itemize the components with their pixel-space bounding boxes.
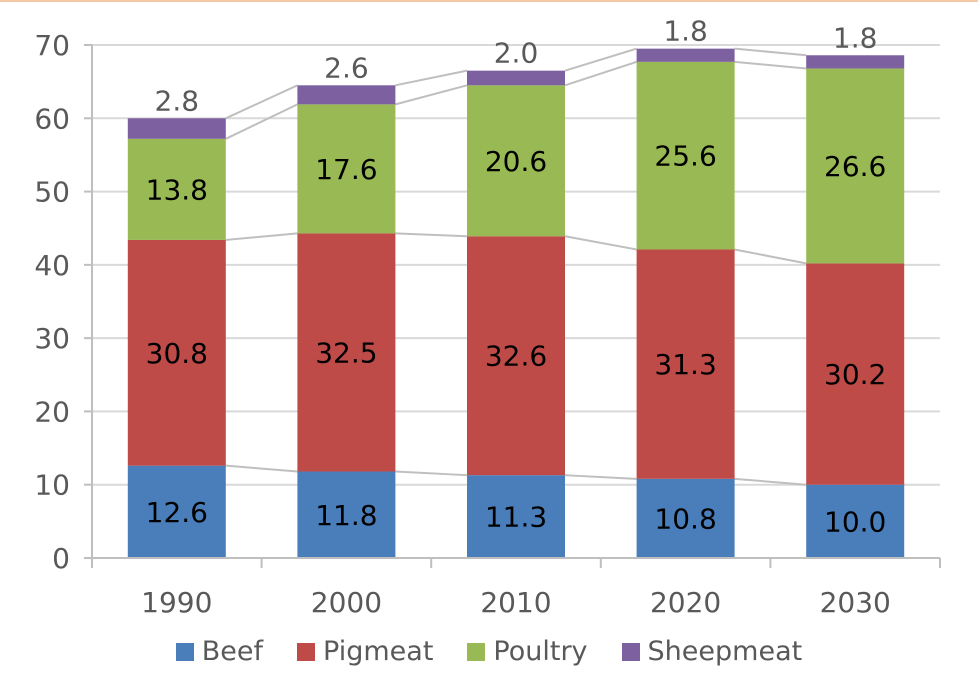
series-connector-line — [734, 47, 807, 57]
series-connector-line — [395, 69, 468, 87]
y-tick-label: 70 — [34, 29, 70, 62]
y-tick-label: 60 — [34, 102, 70, 135]
y-axis-ticks: 0 10 20 30 40 50 60 70 — [34, 29, 92, 575]
bar-segment-sheepmeat — [127, 118, 226, 139]
data-label-pigmeat: 31.3 — [654, 348, 716, 381]
legend-label: Poultry — [493, 636, 588, 667]
x-tick-label: 2030 — [820, 586, 891, 619]
bar-segment-beef — [467, 475, 565, 558]
legend-item-pigmeat: Pigmeat — [297, 636, 433, 667]
y-tick-label: 30 — [34, 322, 70, 355]
bar-segment-sheepmeat — [297, 85, 396, 105]
legend-item-beef: Beef — [175, 636, 264, 667]
series-connector-line — [734, 248, 807, 265]
data-label-poultry: 25.6 — [654, 140, 716, 173]
bar-segment-poultry — [467, 85, 565, 237]
data-label-beef: 12.6 — [146, 496, 208, 529]
legend-swatch — [175, 642, 194, 661]
y-tick-label: 0 — [52, 542, 70, 575]
y-tick-label: 20 — [34, 395, 70, 428]
top-rule — [0, 0, 978, 2]
data-label-sheepmeat: 2.8 — [155, 84, 200, 117]
legend-swatch — [621, 642, 640, 661]
legend-swatch — [467, 642, 486, 661]
bar-segment-sheepmeat — [636, 48, 735, 62]
x-axis: 1990 2000 2010 2020 2030 — [91, 45, 941, 619]
series-connector-line — [225, 84, 298, 120]
x-tick-label: 1990 — [141, 586, 212, 619]
series-connector-line — [395, 84, 468, 106]
series-connector-line — [225, 232, 298, 241]
data-label-beef: 10.8 — [654, 502, 716, 535]
data-label-pigmeat: 30.8 — [146, 337, 208, 370]
series-connector-line — [564, 474, 637, 480]
data-label-sheepmeat: 2.0 — [494, 37, 539, 70]
legend-item-sheepmeat: Sheepmeat — [621, 636, 803, 667]
data-label-beef: 11.3 — [485, 501, 547, 534]
series-connector-line — [564, 235, 637, 251]
data-label-beef: 10.0 — [824, 505, 886, 538]
legend-label: Pigmeat — [323, 636, 434, 667]
bar-segment-pigmeat — [636, 249, 735, 479]
x-tick-label: 2000 — [311, 586, 382, 619]
data-label-sheepmeat: 1.8 — [833, 21, 878, 54]
data-label-poultry: 13.8 — [146, 173, 208, 206]
series-connector-line — [225, 464, 298, 473]
data-label-sheepmeat: 2.6 — [324, 51, 369, 84]
series-connector-line — [564, 47, 637, 72]
legend-label: Sheepmeat — [647, 636, 803, 667]
bar-segment-beef — [636, 478, 735, 558]
data-label-beef: 11.8 — [315, 499, 377, 532]
series-connector-line — [734, 60, 807, 70]
bar-segment-beef — [127, 465, 226, 558]
bars — [127, 48, 905, 558]
bar-segment-pigmeat — [297, 233, 396, 472]
legend-swatch — [297, 642, 316, 661]
y-tick-label: 40 — [34, 249, 70, 282]
bar-segment-pigmeat — [127, 239, 226, 466]
data-label-poultry: 17.6 — [315, 153, 377, 186]
series-connector-line — [734, 477, 807, 486]
series-connector-line — [395, 232, 468, 238]
bar-segment-poultry — [127, 138, 226, 240]
series-connector-line — [395, 470, 468, 477]
bar-segment-pigmeat — [467, 236, 565, 476]
y-tick-label: 10 — [34, 469, 70, 502]
data-label-poultry: 20.6 — [485, 145, 547, 178]
data-label-pigmeat: 32.6 — [485, 340, 547, 373]
bar-segment-sheepmeat — [467, 70, 565, 86]
data-label-pigmeat: 32.5 — [315, 336, 377, 369]
data-label-pigmeat: 30.2 — [824, 358, 886, 391]
bar-segment-pigmeat — [806, 263, 905, 485]
series-connector-line — [225, 103, 298, 140]
legend: Beef Pigmeat Poultry Sheepmeat — [0, 636, 978, 667]
connector-lines — [225, 47, 807, 486]
bar-segment-poultry — [806, 68, 905, 264]
legend-label: Beef — [201, 636, 264, 667]
legend-item-poultry: Poultry — [467, 636, 588, 667]
x-tick-label: 2010 — [480, 586, 551, 619]
data-label-poultry: 26.6 — [824, 150, 886, 183]
bar-segment-poultry — [636, 61, 735, 250]
data-label-sheepmeat: 1.8 — [663, 15, 708, 48]
series-connector-line — [564, 60, 637, 87]
bar-segment-sheepmeat — [806, 55, 905, 69]
bar-segment-beef — [297, 471, 396, 558]
x-tick-label: 2020 — [650, 586, 721, 619]
y-tick-label: 50 — [34, 176, 70, 209]
bar-segment-poultry — [297, 104, 396, 234]
data-labels: 12.6 30.8 13.8 2.8 11.8 32.5 17.6 2.6 11.3 32.6 20… — [146, 15, 887, 539]
bar-segment-beef — [806, 484, 905, 558]
